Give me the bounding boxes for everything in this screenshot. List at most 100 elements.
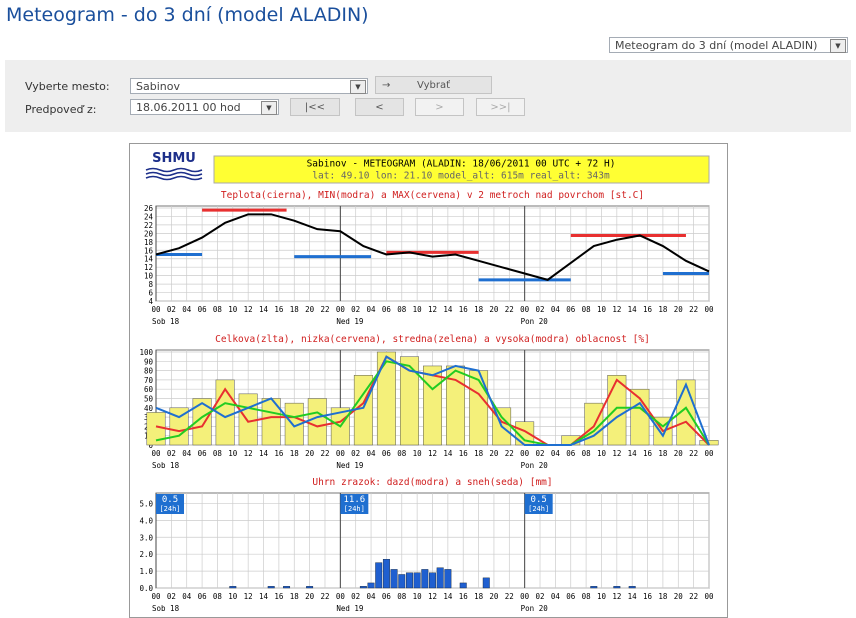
precip-bar	[628, 586, 636, 589]
precip-bar	[444, 569, 452, 589]
precip-bar	[390, 569, 398, 589]
daily-total: 0.5	[531, 495, 547, 505]
x-tick-label: 10	[228, 449, 238, 458]
x-tick-label: 14	[443, 592, 453, 601]
precip-bar	[436, 567, 444, 589]
x-tick-label: 14	[628, 305, 638, 314]
x-tick-label: 14	[259, 305, 269, 314]
y-tick-label: 0.0	[139, 584, 153, 593]
page-title: Meteogram - do 3 dní (model ALADIN)	[6, 4, 369, 26]
y-tick-label: 14	[144, 255, 154, 264]
x-tick-label: 00	[520, 449, 530, 458]
x-tick-label: 00	[520, 305, 530, 314]
city-select-text: Sabinov	[136, 80, 180, 93]
x-tick-label: 00	[704, 592, 714, 601]
x-tick-label: 08	[582, 449, 592, 458]
daily-unit: [24h]	[159, 505, 180, 513]
day-label: Pon 20	[521, 317, 549, 326]
x-tick-label: 04	[551, 305, 561, 314]
y-tick-label: 70	[144, 376, 154, 385]
x-tick-label: 00	[336, 592, 346, 601]
y-tick-label: 4	[148, 297, 153, 306]
coords: lat: 49.10 lon: 21.10 model_alt: 615m re…	[312, 171, 610, 182]
x-tick-label: 18	[474, 592, 484, 601]
city-select[interactable]: Sabinov ▼	[130, 78, 368, 94]
date-select[interactable]: 18.06.2011 00 hod ▼	[130, 99, 279, 115]
precip-bar	[359, 586, 367, 589]
daily-total-box	[156, 494, 184, 514]
x-tick-label: 12	[428, 449, 437, 458]
x-tick-label: 12	[612, 305, 621, 314]
x-tick-label: 20	[489, 305, 499, 314]
x-tick-label: 20	[305, 449, 315, 458]
x-tick-label: 06	[198, 449, 208, 458]
x-tick-label: 18	[290, 592, 300, 601]
x-tick-label: 22	[505, 592, 514, 601]
date-label: Predpoveď z:	[25, 103, 97, 116]
x-tick-label: 06	[198, 592, 208, 601]
cloud-bar	[607, 375, 627, 446]
x-tick-label: 08	[397, 449, 407, 458]
y-tick-label: 6	[148, 289, 153, 298]
daily-total-box	[524, 494, 553, 514]
x-tick-label: 02	[167, 449, 176, 458]
y-tick-label: 4.0	[139, 516, 153, 525]
x-tick-label: 22	[689, 305, 698, 314]
x-tick-label: 02	[167, 592, 176, 601]
x-tick-label: 00	[704, 305, 714, 314]
x-tick-label: 16	[274, 449, 284, 458]
x-tick-label: 12	[244, 305, 253, 314]
day-label: Sob 18	[152, 461, 180, 470]
y-tick-label: 1.0	[139, 567, 153, 576]
x-tick-label: 12	[428, 592, 437, 601]
x-tick-label: 18	[290, 305, 300, 314]
x-tick-label: 04	[367, 592, 377, 601]
x-tick-label: 16	[459, 449, 469, 458]
x-tick-label: 20	[489, 592, 499, 601]
day-label: Ned 19	[336, 461, 363, 470]
x-tick-label: 14	[628, 449, 638, 458]
x-tick-label: 06	[566, 449, 576, 458]
submit-button[interactable]: → Vybrať	[375, 76, 492, 94]
x-tick-label: 22	[320, 305, 329, 314]
x-tick-label: 18	[474, 305, 484, 314]
y-tick-label: 5.0	[139, 499, 153, 508]
x-tick-label: 02	[536, 592, 545, 601]
x-tick-label: 10	[597, 449, 607, 458]
precip-bar	[405, 572, 413, 589]
x-tick-label: 00	[520, 592, 530, 601]
x-tick-label: 16	[643, 305, 653, 314]
nav-button[interactable]: |<<	[290, 98, 340, 116]
y-tick-label: 100	[139, 348, 153, 357]
x-tick-label: 04	[551, 449, 561, 458]
x-tick-label: 14	[443, 305, 453, 314]
x-tick-label: 04	[367, 449, 377, 458]
nav-button[interactable]: <	[355, 98, 404, 116]
daily-total: 11.6	[343, 495, 365, 505]
x-tick-label: 00	[336, 449, 346, 458]
x-tick-label: 06	[382, 305, 392, 314]
precip-bar	[229, 586, 237, 589]
x-tick-label: 18	[474, 449, 484, 458]
day-label: Ned 19	[336, 317, 363, 326]
x-tick-label: 04	[182, 449, 192, 458]
city-label: Vyberte mesto:	[25, 80, 110, 93]
form-panel	[5, 60, 851, 132]
submit-text: Vybrať	[417, 80, 450, 91]
nav-button[interactable]: >>|	[476, 98, 525, 116]
x-tick-label: 02	[536, 449, 545, 458]
precip-bar	[429, 572, 436, 589]
x-tick-label: 10	[597, 592, 607, 601]
day-label: Sob 18	[152, 604, 180, 613]
daily-total-box	[340, 494, 369, 514]
nav-button[interactable]: >	[415, 98, 464, 116]
x-tick-label: 10	[228, 305, 238, 314]
x-tick-label: 20	[489, 449, 499, 458]
x-tick-label: 04	[182, 592, 192, 601]
precip-bar	[421, 569, 429, 589]
x-tick-label: 14	[628, 592, 638, 601]
x-tick-label: 06	[198, 305, 208, 314]
y-tick-label: 40	[144, 404, 154, 413]
view-select[interactable]: Meteogram do 3 dní (model ALADIN) ▼	[609, 37, 848, 53]
x-tick-label: 22	[689, 592, 698, 601]
